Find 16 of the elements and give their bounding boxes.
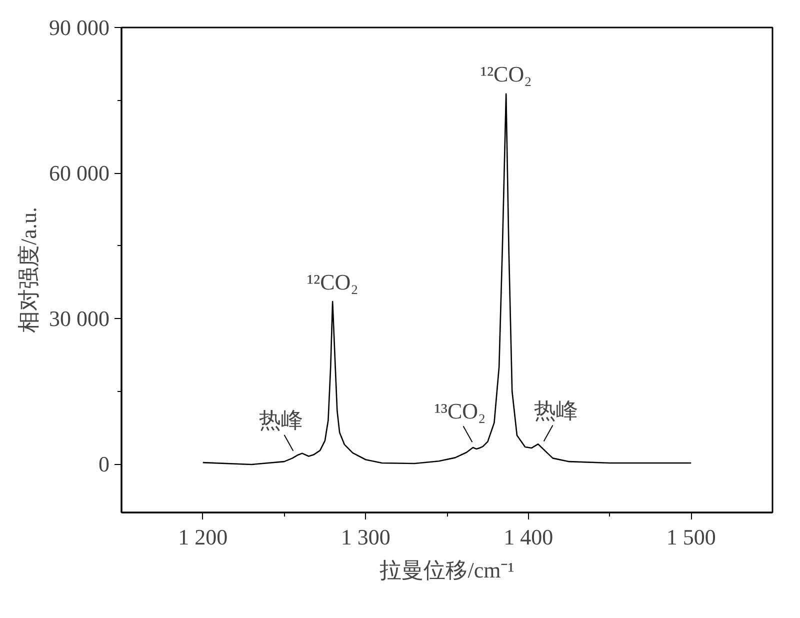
y-axis-title: 相对强度/a.u.: [16, 207, 41, 333]
y-tick-label: 0: [98, 452, 110, 476]
y-tick-label: 90 000: [49, 15, 110, 40]
annotation: ¹³CO₂: [434, 398, 486, 424]
x-axis-title: 拉曼位移/cm⁻¹: [380, 558, 514, 582]
y-tick-label: 60 000: [49, 160, 110, 186]
y-tick-label: 30 000: [49, 306, 110, 331]
annotation: ¹²CO₂: [306, 269, 358, 294]
x-tick-label: 1 200: [178, 524, 228, 550]
x-tick-label: 1 300: [340, 524, 390, 550]
x-tick-label: 1 500: [666, 524, 716, 550]
x-tick-label: 1 400: [504, 524, 554, 550]
annotation: 热峰: [534, 398, 578, 423]
line-series: [202, 93, 692, 466]
annotation: ¹²CO₂: [480, 62, 532, 87]
annotation: 热峰: [258, 407, 303, 432]
